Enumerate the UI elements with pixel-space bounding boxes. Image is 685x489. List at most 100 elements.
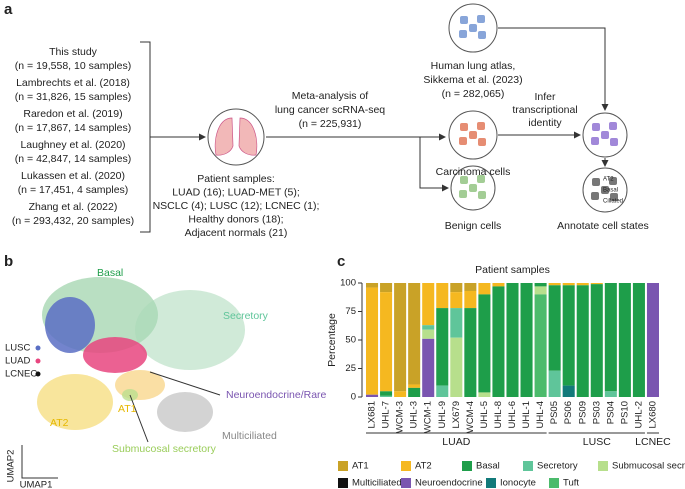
x-tick-label: WCM-4	[465, 401, 476, 433]
bar-segment	[492, 283, 505, 287]
bar-segment	[464, 290, 477, 309]
legend-label: Basal	[476, 461, 500, 472]
panel-letter: b	[4, 253, 13, 270]
bar-segment	[436, 385, 449, 397]
y-tick-label: 50	[345, 335, 356, 346]
bar-segment	[408, 384, 421, 388]
study-text: (n = 31,826, 15 samples)	[15, 91, 131, 103]
bar-segment	[464, 308, 477, 397]
atlas-text: Human lung atlas, Sikkema et al. (2023) (n…	[423, 60, 522, 100]
legend-label: Secretory	[537, 461, 578, 472]
y-axis-label: Percentage	[326, 313, 338, 367]
study-text: (n = 19,558, 10 samples)	[15, 60, 131, 72]
chart-title: Patient samples	[475, 264, 550, 276]
icon-label: Ciliated	[603, 199, 623, 205]
y-axis-label: UMAP2	[6, 450, 17, 483]
meta-line: (n = 225,931)	[299, 118, 362, 130]
bar-segment	[562, 385, 575, 397]
bar-segment	[366, 287, 379, 395]
cell	[592, 178, 600, 186]
meta-analysis: Meta-analysis of lung cancer scRNA-seq (n …	[275, 90, 385, 130]
group-label: LCNEC	[635, 436, 671, 448]
umap	[37, 277, 245, 432]
group-label: LUSC	[583, 436, 611, 448]
bracket	[140, 41, 205, 233]
legend-swatch	[486, 478, 496, 488]
legend-dot	[35, 358, 41, 364]
study-text: Lambrechts et al. (2018)	[16, 77, 130, 89]
bar-chart: Patient samples Percentage 0 25 50 75 100 LX681…	[326, 264, 685, 489]
cell	[592, 123, 600, 131]
study-text: Lukassen et al. (2020)	[21, 170, 125, 182]
cluster-label: Secretory	[223, 310, 269, 322]
bar-segment	[408, 387, 421, 397]
lungs	[214, 117, 258, 156]
bar-segment	[408, 283, 421, 385]
legend-label: Neuroendocrine	[415, 478, 483, 489]
icon-label: AT2	[603, 177, 614, 183]
cell	[469, 131, 477, 139]
bar-segment	[492, 286, 505, 397]
bar-segment	[450, 292, 463, 309]
patient-line: Adjacent normals (21)	[185, 227, 288, 239]
benign-label: Benign cells	[445, 220, 502, 232]
bar-segment	[590, 283, 603, 285]
x-tick-label: UHL-1	[521, 401, 532, 428]
bar-segment	[478, 294, 491, 393]
legend-label: Tuft	[563, 478, 579, 489]
patient-line: Patient samples:	[197, 173, 275, 185]
bar-segment	[534, 283, 547, 287]
x-tick-label: UHL-3	[409, 401, 420, 428]
legend-swatch	[462, 461, 472, 471]
icon-label: Basal	[603, 188, 618, 194]
bar-segment	[548, 285, 561, 371]
infer-line: identity	[528, 117, 562, 129]
cell	[610, 193, 618, 201]
x-tick-label: LX680	[647, 401, 658, 428]
x-tick-label: UHL-9	[437, 401, 448, 428]
carcinoma-label: Carcinoma cells	[436, 166, 511, 178]
x-tick-label: UHL-2	[633, 401, 644, 428]
legend-swatch	[523, 461, 533, 471]
study-text: (n = 42,847, 14 samples)	[15, 153, 131, 165]
x-tick-label: PS04	[605, 401, 616, 424]
cell	[459, 190, 467, 198]
study-text: (n = 17,451, 4 samples)	[18, 184, 129, 196]
y-tick-label: 25	[345, 363, 356, 374]
patient-line: NSCLC (4); LUSC (12); LCNEC (1);	[153, 200, 320, 212]
cell-icons	[459, 15, 618, 201]
x-tick-label: UHL-8	[493, 401, 504, 428]
cell	[469, 24, 477, 32]
bar-segment	[506, 283, 519, 397]
bar-segment	[576, 283, 589, 286]
x-tick-label: PS05	[549, 401, 560, 424]
study-list: This study (n = 19,558, 10 samples) Lambre…	[12, 46, 134, 227]
atlas-line: (n = 282,065)	[442, 88, 505, 100]
leader-lines	[129, 371, 221, 443]
legend-swatch	[401, 461, 411, 471]
bar-segment	[366, 394, 379, 397]
x-tick-label: UHL-7	[381, 401, 392, 428]
bar-segment	[380, 283, 393, 293]
patient-line: LUAD (16); LUAD-MET (5);	[172, 186, 300, 198]
legend-label: LUAD	[5, 356, 30, 367]
bar-segment	[548, 370, 561, 397]
bar-segment	[394, 391, 407, 397]
study-text: Laughney et al. (2020)	[20, 139, 125, 151]
x-tick-label: PS06	[563, 401, 574, 424]
arrow	[419, 137, 449, 192]
meta-line: lung cancer scRNA-seq	[275, 104, 385, 116]
umap-legend: LUSC LUAD LCNEC	[5, 343, 41, 380]
cluster-label: Submucosal secretory	[112, 443, 217, 455]
legend-label: Submucosal secretory	[612, 461, 685, 472]
x-axis-label: UMAP1	[20, 480, 53, 489]
legend-label: AT1	[352, 461, 369, 472]
study-text: (n = 293,432, 20 samples)	[12, 215, 134, 227]
bar-segment	[380, 395, 393, 397]
cell	[609, 122, 617, 130]
legend-swatch	[549, 478, 559, 488]
x-tick-label: PS10	[619, 401, 630, 424]
legend-dot	[35, 371, 41, 377]
bar-segment	[618, 283, 631, 397]
infer-line: transcriptional	[512, 104, 577, 116]
